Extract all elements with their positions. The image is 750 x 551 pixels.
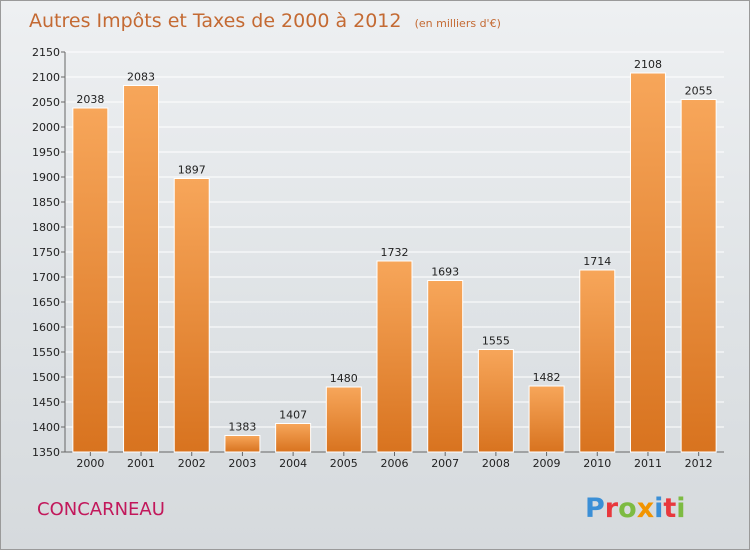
y-tick-label: 1550 [32,346,60,359]
data-label: 1897 [178,164,206,177]
x-tick-label: 2009 [533,457,561,470]
y-tick-label: 2100 [32,71,60,84]
data-labels: 2038 2083 1897 1383 1407 1480 1732 1693 1555 1482… [76,58,712,434]
bar [579,269,616,453]
data-label: 2108 [634,58,662,71]
data-label: 1693 [431,266,459,279]
y-tick-label: 1900 [32,171,60,184]
bar [528,385,565,453]
data-label: 1383 [228,421,256,434]
bar [173,178,210,453]
x-tick-label: 2001 [127,457,155,470]
bar [72,107,109,453]
bar [680,99,717,453]
y-tick-label: 2000 [32,121,60,134]
data-label: 1555 [482,335,510,348]
bar [123,85,160,453]
commune-name: CONCARNEAU [37,499,165,520]
data-label: 2055 [685,85,713,98]
y-tick-label: 1800 [32,221,60,234]
x-tick-label: 2012 [685,457,713,470]
y-tick-label: 2050 [32,96,60,109]
y-tick-label: 2150 [32,46,60,59]
logo-letter: i [676,493,685,524]
data-label: 2038 [76,93,104,106]
data-label: 1714 [583,255,611,268]
y-tick-label: 1950 [32,146,60,159]
x-tick-label: 2007 [431,457,459,470]
y-tick-label: 1400 [32,421,60,434]
logo-letter: o [618,493,637,524]
y-tick-label: 1750 [32,246,60,259]
x-tick-label: 2011 [634,457,662,470]
x-tick-label: 2008 [482,457,510,470]
bar [325,386,362,453]
proxiti-logo: Proxiti [585,493,686,524]
x-tick-label: 2004 [279,457,307,470]
y-tick-label: 1650 [32,296,60,309]
data-label: 1480 [330,372,358,385]
y-tick-label: 1700 [32,271,60,284]
chart-title-main: Autres Impôts et Taxes de 2000 à 2012 [29,10,402,32]
data-label: 2083 [127,71,155,84]
bar [477,349,514,453]
bar [224,435,261,453]
x-tick-label: 2000 [76,457,104,470]
chart-title-unit: (en milliers d'€) [415,17,501,30]
logo-letter: x [637,493,654,524]
x-tick-label: 2005 [330,457,358,470]
chart-title: Autres Impôts et Taxes de 2000 à 2012 (e… [29,10,501,32]
bar [275,423,312,453]
x-tick-label: 2006 [381,457,409,470]
logo-letter: r [605,493,619,524]
data-label: 1732 [381,246,409,259]
x-tick-label: 2010 [583,457,611,470]
y-tick-label: 1600 [32,321,60,334]
logo-letter: P [585,493,605,524]
bar [629,72,666,453]
y-tick-label: 1350 [32,446,60,459]
data-label: 1482 [533,371,561,384]
y-tick-label: 1450 [32,396,60,409]
x-tick-label: 2002 [178,457,206,470]
logo-letter: t [663,493,676,524]
bar [376,260,413,453]
bar [427,280,464,453]
bars [72,72,717,453]
y-tick-label: 1500 [32,371,60,384]
data-label: 1407 [279,409,307,422]
y-tick-label: 1850 [32,196,60,209]
x-tick-label: 2003 [228,457,256,470]
logo-letter: i [654,493,663,524]
x-axis-ticks: 2000 2001 2002 2003 2004 2005 2006 2007 2008 2009… [76,452,713,470]
